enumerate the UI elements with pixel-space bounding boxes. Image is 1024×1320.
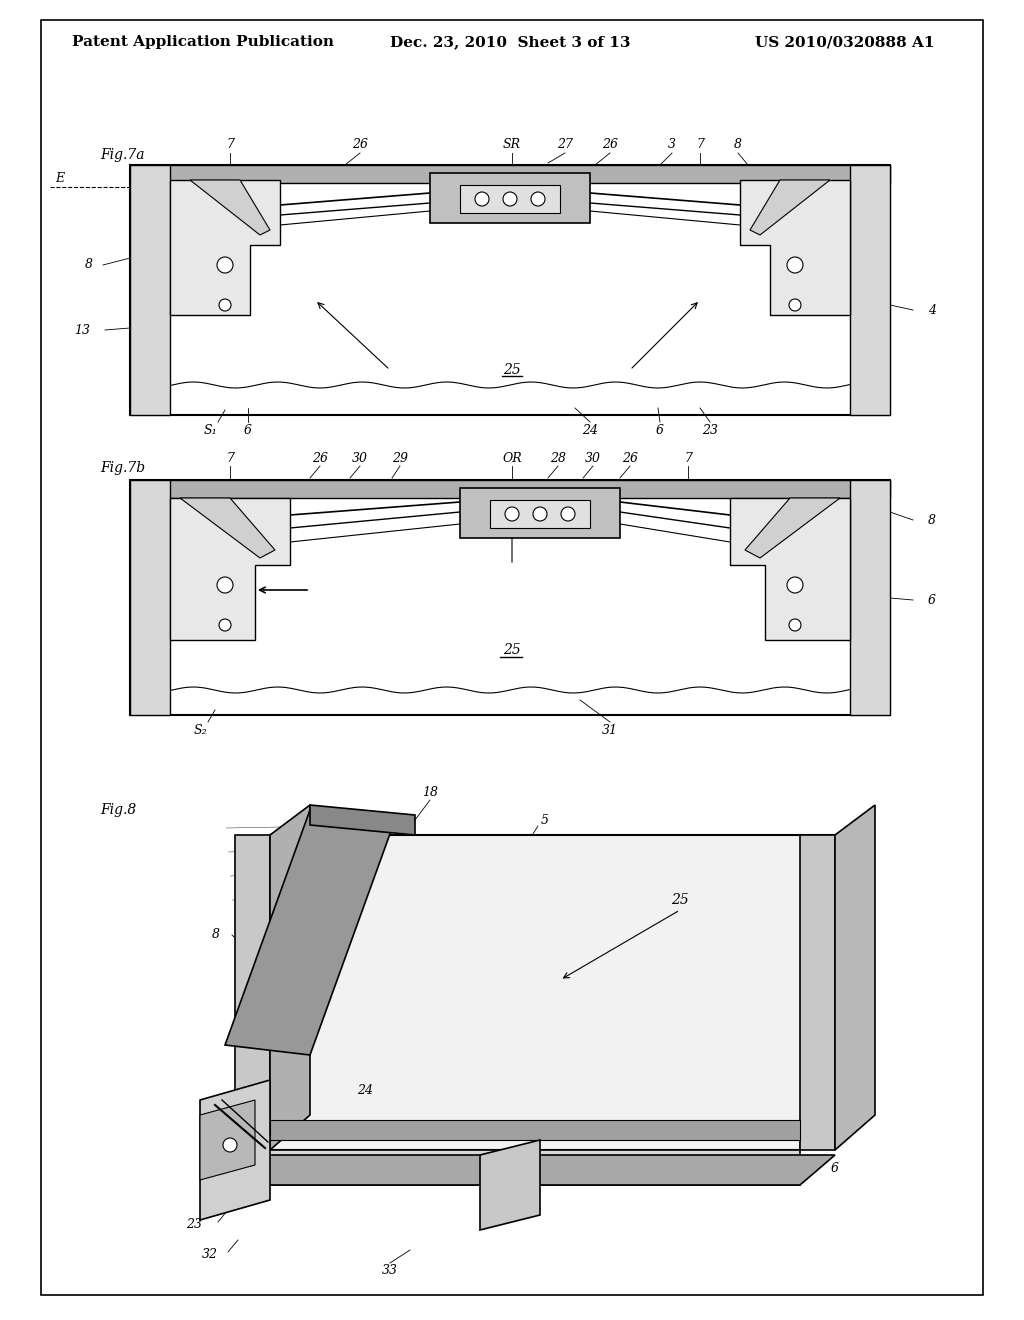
Text: 23: 23 <box>702 424 718 437</box>
Bar <box>460 488 620 539</box>
Text: 30: 30 <box>352 451 368 465</box>
Text: 26: 26 <box>312 451 328 465</box>
Bar <box>130 480 170 715</box>
Circle shape <box>790 619 801 631</box>
Text: Dec. 23, 2010  Sheet 3 of 13: Dec. 23, 2010 Sheet 3 of 13 <box>390 36 631 49</box>
Circle shape <box>219 619 231 631</box>
Circle shape <box>223 1138 237 1152</box>
Polygon shape <box>225 810 395 1055</box>
Polygon shape <box>270 1119 800 1140</box>
Text: 5: 5 <box>541 813 549 826</box>
Text: 31: 31 <box>602 723 618 737</box>
Text: OR: OR <box>502 451 522 465</box>
Text: 13: 13 <box>364 813 380 826</box>
Text: 25: 25 <box>503 643 521 657</box>
Text: 8: 8 <box>928 513 936 527</box>
Polygon shape <box>200 1100 255 1180</box>
Circle shape <box>217 577 233 593</box>
Text: 6: 6 <box>244 424 252 437</box>
Text: 7: 7 <box>696 139 705 152</box>
Text: SR: SR <box>503 139 521 152</box>
Polygon shape <box>190 180 270 235</box>
Text: 30: 30 <box>585 451 601 465</box>
Text: 8: 8 <box>212 928 220 941</box>
Text: 27: 27 <box>557 139 573 152</box>
Text: 13: 13 <box>74 323 90 337</box>
Bar <box>430 173 590 223</box>
Bar <box>130 165 890 183</box>
Text: S₂: S₂ <box>194 723 207 737</box>
Text: 6: 6 <box>831 1162 839 1175</box>
Circle shape <box>217 257 233 273</box>
Text: 8: 8 <box>85 259 93 272</box>
Circle shape <box>534 507 547 521</box>
Text: 8: 8 <box>734 139 742 152</box>
Text: 18: 18 <box>422 787 438 800</box>
Polygon shape <box>310 805 415 836</box>
Text: 7: 7 <box>684 451 692 465</box>
Text: E: E <box>55 172 65 185</box>
Bar <box>850 165 890 414</box>
Text: 25: 25 <box>503 363 521 378</box>
Polygon shape <box>170 180 280 315</box>
Text: 6: 6 <box>656 424 664 437</box>
Circle shape <box>790 300 801 312</box>
Polygon shape <box>234 1155 835 1185</box>
Polygon shape <box>200 1080 270 1220</box>
Circle shape <box>219 300 231 312</box>
Text: 32: 32 <box>202 1249 218 1262</box>
Polygon shape <box>740 180 850 315</box>
Text: 4: 4 <box>928 304 936 317</box>
Circle shape <box>505 507 519 521</box>
Text: 6: 6 <box>301 1109 309 1122</box>
Text: 3: 3 <box>668 139 676 152</box>
Text: Fig.7a: Fig.7a <box>100 148 144 162</box>
Bar <box>130 165 890 414</box>
Text: 23: 23 <box>186 1218 202 1232</box>
Text: 28: 28 <box>550 451 566 465</box>
Text: Fig.8: Fig.8 <box>100 803 136 817</box>
Polygon shape <box>180 498 275 558</box>
Bar <box>460 185 560 213</box>
Polygon shape <box>234 836 835 1150</box>
Text: 26: 26 <box>602 139 618 152</box>
Text: 26: 26 <box>352 139 368 152</box>
Text: 33: 33 <box>382 1263 398 1276</box>
Polygon shape <box>800 836 835 1150</box>
Polygon shape <box>480 1140 540 1230</box>
Polygon shape <box>234 1150 800 1185</box>
Circle shape <box>503 191 517 206</box>
Circle shape <box>475 191 489 206</box>
Circle shape <box>531 191 545 206</box>
Text: 24: 24 <box>582 424 598 437</box>
Polygon shape <box>234 836 270 1150</box>
Text: 25: 25 <box>671 894 689 907</box>
Text: 26: 26 <box>622 451 638 465</box>
Text: 7: 7 <box>226 451 234 465</box>
Polygon shape <box>835 805 874 1150</box>
Text: Patent Application Publication: Patent Application Publication <box>72 36 334 49</box>
Circle shape <box>787 257 803 273</box>
Bar <box>130 480 890 498</box>
Text: 29: 29 <box>392 451 408 465</box>
Polygon shape <box>750 180 830 235</box>
Bar <box>130 165 170 414</box>
Bar <box>850 480 890 715</box>
Polygon shape <box>270 805 310 1150</box>
Text: US 2010/0320888 A1: US 2010/0320888 A1 <box>755 36 935 49</box>
Polygon shape <box>745 498 840 558</box>
Text: S₁: S₁ <box>203 424 217 437</box>
Bar <box>490 500 590 528</box>
Polygon shape <box>170 498 290 640</box>
Text: Fig.7b: Fig.7b <box>100 461 145 475</box>
Text: 7: 7 <box>226 139 234 152</box>
Polygon shape <box>730 498 850 640</box>
Text: 24: 24 <box>357 1084 373 1097</box>
Bar <box>130 480 890 715</box>
Text: 6: 6 <box>928 594 936 606</box>
Circle shape <box>561 507 575 521</box>
Circle shape <box>787 577 803 593</box>
